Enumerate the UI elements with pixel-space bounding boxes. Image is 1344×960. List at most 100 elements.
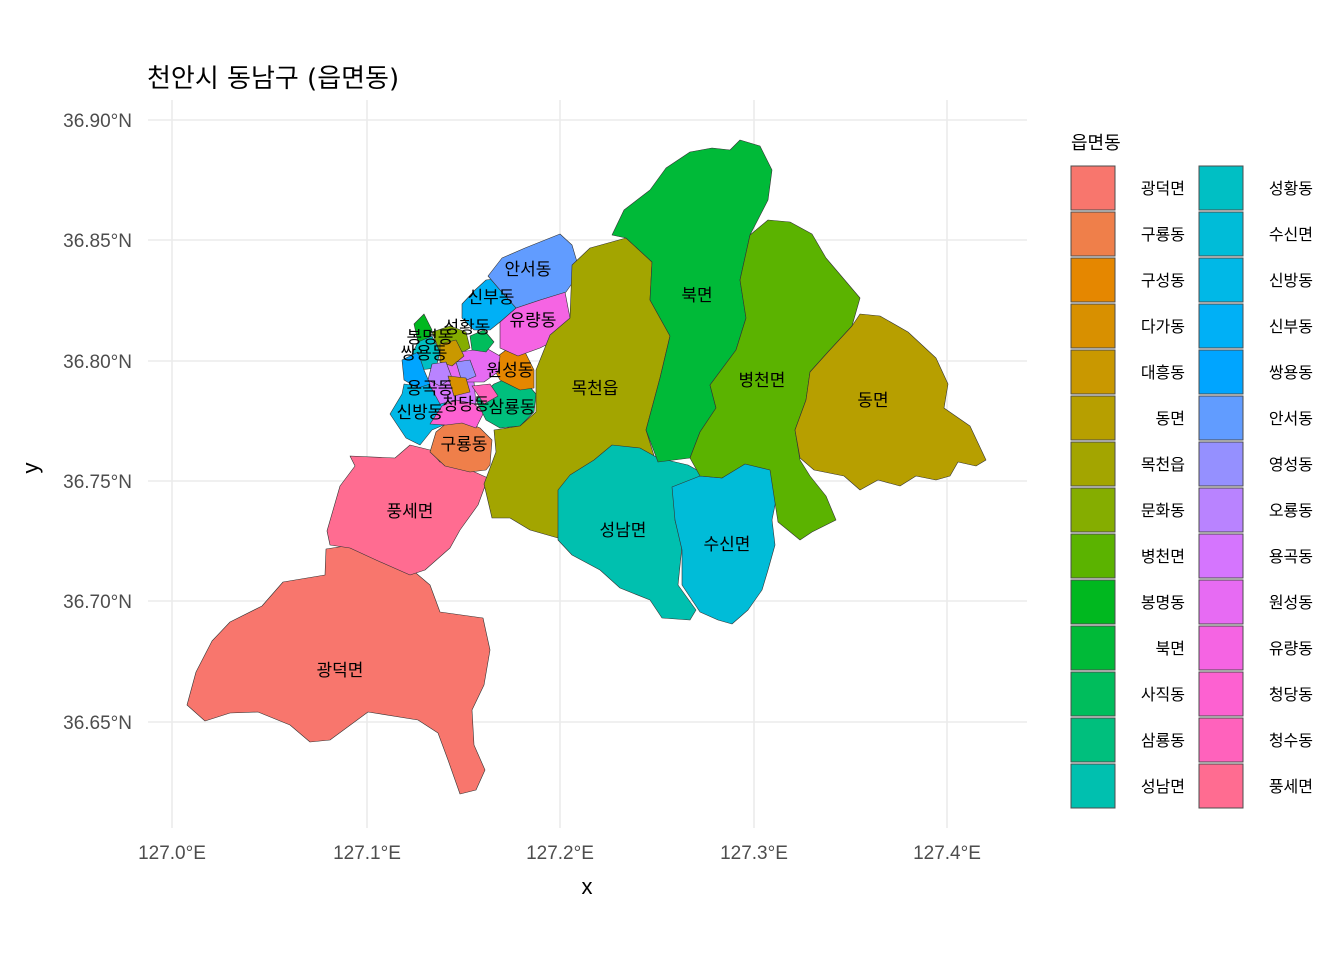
legend-swatch — [1070, 717, 1116, 763]
y-axis: 36.90°N 36.85°N 36.80°N 36.75°N 36.70°N … — [18, 111, 132, 734]
legend-label: 안서동 — [1269, 409, 1313, 428]
legend: 읍면동 광덕면구룡동구성동다가동대흥동동면목천읍문화동병천면봉명동북면사직동삼룡… — [1070, 133, 1313, 809]
y-tick-label: 36.65°N — [63, 713, 132, 734]
region-label: 병천면 — [739, 371, 786, 391]
x-tick-label: 127.1°E — [333, 843, 401, 864]
legend-label: 광덕면 — [1141, 179, 1185, 198]
y-tick-label: 36.75°N — [63, 472, 132, 493]
legend-label: 삼룡동 — [1141, 731, 1185, 750]
legend-swatch — [1070, 165, 1116, 211]
legend-swatch — [1070, 441, 1116, 487]
legend-swatch — [1198, 579, 1244, 625]
legend-swatch — [1070, 211, 1116, 257]
x-axis: 127.0°E 127.1°E 127.2°E 127.3°E 127.4°E … — [138, 843, 981, 899]
x-tick-label: 127.4°E — [913, 843, 981, 864]
map-title: 천안시 동남구 (읍면동) — [147, 64, 399, 94]
legend-label: 영성동 — [1269, 455, 1313, 474]
region-label: 유량동 — [510, 311, 557, 331]
legend-swatch — [1070, 533, 1116, 579]
legend-swatch — [1198, 717, 1244, 763]
legend-swatch — [1198, 257, 1244, 303]
legend-label: 오룡동 — [1269, 501, 1313, 520]
legend-label: 동면 — [1156, 409, 1185, 428]
region-label: 원성동 — [487, 361, 534, 381]
legend-swatch — [1070, 763, 1116, 809]
region-label: 풍세면 — [387, 502, 434, 522]
region-dong-myeon — [794, 313, 987, 491]
region-yeongseong-dong — [455, 359, 477, 383]
legend-swatch — [1198, 165, 1244, 211]
legend-label: 유량동 — [1269, 639, 1313, 658]
legend-label: 사직동 — [1141, 685, 1185, 704]
legend-swatch — [1198, 349, 1244, 395]
region-oryong-dong — [427, 361, 453, 387]
legend-label: 구룡동 — [1141, 225, 1185, 244]
y-axis-title: y — [18, 463, 43, 474]
legend-title: 읍면동 — [1071, 133, 1121, 154]
legend-swatch — [1198, 533, 1244, 579]
legend-swatch — [1070, 625, 1116, 671]
region-cheongsu-dong — [471, 383, 499, 405]
region-label: 목천읍 — [572, 379, 619, 399]
legend-swatch — [1070, 349, 1116, 395]
region-daeheung-dong — [439, 339, 465, 367]
x-tick-label: 127.3°E — [720, 843, 788, 864]
legend-swatch — [1198, 303, 1244, 349]
region-label: 수신면 — [704, 535, 751, 555]
legend-label: 신부동 — [1269, 317, 1313, 336]
map-regions — [186, 139, 987, 795]
y-tick-label: 36.85°N — [63, 231, 132, 252]
region-labels: 광덕면 풍세면 구룡동 신방동 청당동 삼룡동 목천읍 성남면 수신면 북면 병… — [317, 260, 889, 681]
region-label: 신방동 — [397, 403, 444, 423]
legend-label: 문화동 — [1141, 501, 1185, 520]
region-label: 북면 — [681, 286, 712, 306]
region-label: 안서동 — [505, 260, 552, 280]
y-tick-label: 36.80°N — [63, 352, 132, 373]
x-axis-title: x — [582, 874, 593, 899]
legend-swatch — [1070, 303, 1116, 349]
region-daga-dong — [447, 375, 471, 397]
legend-swatch — [1070, 579, 1116, 625]
legend-label: 청당동 — [1269, 685, 1313, 704]
region-label: 동면 — [857, 391, 888, 411]
region-label: 성황동 — [444, 318, 491, 338]
legend-label: 풍세면 — [1269, 777, 1313, 796]
region-sajik-dong — [469, 329, 495, 353]
legend-swatch — [1198, 211, 1244, 257]
x-tick-label: 127.2°E — [526, 843, 594, 864]
legend-label: 구성동 — [1141, 271, 1185, 290]
region-guryong-dong — [429, 419, 493, 473]
legend-label: 대흥동 — [1141, 363, 1185, 382]
region-label: 광덕면 — [317, 661, 364, 681]
region-gwangdeok-myeon — [186, 544, 491, 795]
region-label: 청당동 — [443, 395, 490, 415]
legend-swatch — [1198, 763, 1244, 809]
y-tick-label: 36.70°N — [63, 592, 132, 613]
legend-label: 성황동 — [1269, 179, 1313, 198]
region-label: 봉명동 — [407, 328, 454, 348]
legend-label: 병천면 — [1141, 547, 1185, 566]
legend-label: 성남면 — [1141, 777, 1185, 796]
legend-label: 북면 — [1156, 639, 1185, 658]
y-tick-label: 36.90°N — [63, 111, 132, 132]
legend-label: 용곡동 — [1269, 547, 1313, 566]
legend-label: 쌍용동 — [1269, 363, 1313, 382]
region-label: 쌍용동 — [401, 344, 448, 364]
legend-swatch — [1070, 487, 1116, 533]
legend-swatch — [1070, 671, 1116, 717]
legend-swatch — [1198, 441, 1244, 487]
region-label: 성남면 — [600, 521, 647, 541]
legend-swatch — [1070, 257, 1116, 303]
legend-label: 청수동 — [1269, 731, 1313, 750]
legend-label: 신방동 — [1269, 271, 1313, 290]
region-label: 삼룡동 — [489, 398, 536, 418]
legend-swatch — [1070, 395, 1116, 441]
x-tick-label: 127.0°E — [138, 843, 206, 864]
legend-label: 봉명동 — [1141, 593, 1185, 612]
legend-label: 원성동 — [1269, 593, 1313, 612]
legend-swatch — [1198, 671, 1244, 717]
region-label: 용곡동 — [407, 379, 454, 399]
legend-label: 수신면 — [1269, 225, 1313, 244]
